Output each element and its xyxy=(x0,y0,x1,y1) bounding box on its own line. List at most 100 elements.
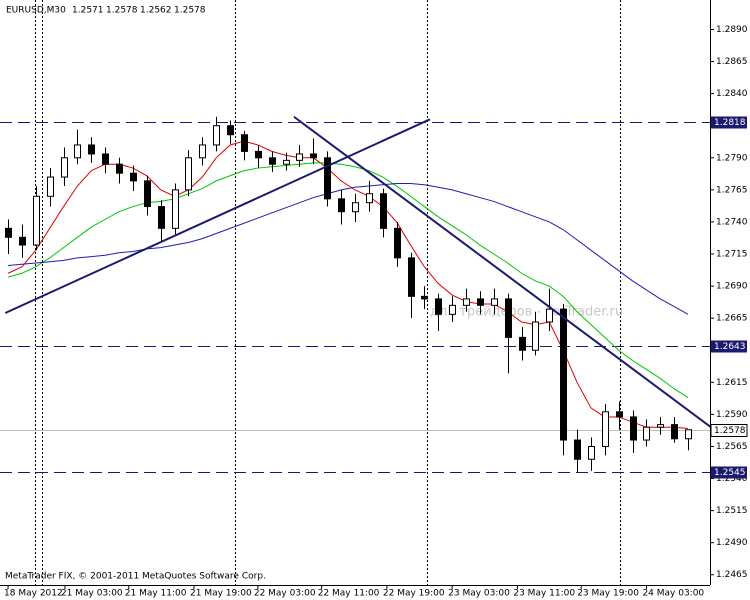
y-tick-label: 1.2590 xyxy=(716,410,748,420)
y-tick-label: 1.2890 xyxy=(716,25,748,35)
candle-body xyxy=(185,157,192,191)
moving-average xyxy=(7,162,689,399)
candle-body xyxy=(449,304,456,315)
candle-body xyxy=(602,411,609,447)
x-tick-label: 23 May 19:00 xyxy=(577,589,639,599)
y-tick-label: 1.2665 xyxy=(716,314,748,324)
candle-body xyxy=(255,150,262,159)
moving-average xyxy=(8,182,689,315)
y-tick-label: 1.2490 xyxy=(716,538,748,548)
candle-body xyxy=(47,176,54,197)
y-tick-label: 1.2865 xyxy=(716,57,748,67)
candle-body xyxy=(283,159,290,165)
candle-body xyxy=(477,298,484,306)
candle-body xyxy=(199,144,206,159)
current-price-bg xyxy=(710,424,748,437)
level-label-bg xyxy=(711,466,747,479)
candle-body xyxy=(463,298,470,306)
candle-body xyxy=(74,144,81,159)
current-price-label: 1.2578 xyxy=(714,426,746,436)
x-tick-label: 23 May 11:00 xyxy=(513,589,575,599)
candle-body xyxy=(352,202,359,213)
candle-body xyxy=(435,298,442,315)
y-tick-label: 1.2790 xyxy=(716,153,748,163)
trend-line xyxy=(293,115,710,428)
candle-body xyxy=(671,424,678,440)
candle-body xyxy=(394,227,401,259)
candle-body xyxy=(310,153,317,159)
candle-body xyxy=(491,298,498,306)
candle-body xyxy=(172,189,179,229)
candle-body xyxy=(269,157,276,165)
level-label-bg xyxy=(711,116,747,129)
candle-body xyxy=(158,206,165,229)
y-tick-label: 1.2615 xyxy=(716,378,748,388)
candle-body xyxy=(560,308,567,441)
y-tick-label: 1.2515 xyxy=(716,506,748,516)
level-label-bg xyxy=(711,340,747,353)
candle-body xyxy=(657,424,664,428)
level-label: 1.2545 xyxy=(714,468,746,478)
y-tick-label: 1.2465 xyxy=(716,570,748,580)
y-tick-label: 1.2715 xyxy=(716,250,748,260)
candle-body xyxy=(102,153,109,165)
y-tick-label: 1.2765 xyxy=(716,185,748,195)
candle-body xyxy=(574,439,581,460)
candle-body xyxy=(588,445,595,460)
y-tick-label: 1.2690 xyxy=(716,282,748,292)
y-tick-label: 1.2840 xyxy=(716,89,748,99)
header-close: 1.2578 xyxy=(174,6,206,16)
candle-body xyxy=(532,321,539,351)
x-tick-label: 24 May 03:00 xyxy=(642,589,704,599)
candle-body xyxy=(144,180,151,208)
candle-body xyxy=(519,336,526,351)
y-tick-label: 1.2540 xyxy=(716,474,748,484)
header-open: 1.2571 xyxy=(72,6,104,16)
x-tick-label: 22 May 11:00 xyxy=(318,589,380,599)
candle-body xyxy=(61,157,68,178)
candle-body xyxy=(380,193,387,229)
candle-body xyxy=(338,198,345,213)
candle-body xyxy=(546,308,553,323)
footer: MetaTrader FIX, © 2001-2011 MetaQuotes S… xyxy=(5,572,266,582)
x-tick-label: 21 May 11:00 xyxy=(125,589,187,599)
x-tick-label: 22 May 03:00 xyxy=(254,589,316,599)
symbol-title: EURUSD,M30 xyxy=(6,6,66,16)
candle-body xyxy=(505,298,512,338)
y-tick-label: 1.2565 xyxy=(716,442,748,452)
candle-body xyxy=(324,157,331,200)
candle-body xyxy=(408,257,415,297)
trend-line xyxy=(4,118,431,314)
candle-body xyxy=(685,429,692,440)
candle-body xyxy=(213,125,220,146)
header-high: 1.2578 xyxy=(106,6,138,16)
candle-body xyxy=(241,134,248,152)
candle-body xyxy=(5,227,12,238)
candle-body xyxy=(421,295,428,300)
candle-body xyxy=(116,163,123,174)
candle-body xyxy=(296,153,303,161)
x-tick-label: 23 May 03:00 xyxy=(448,589,510,599)
candle-body xyxy=(88,144,95,155)
candle-body xyxy=(19,236,26,246)
candle-body xyxy=(130,172,137,182)
y-tick-label: 1.2740 xyxy=(716,217,748,227)
plot xyxy=(0,115,710,473)
header-low: 1.2562 xyxy=(140,6,172,16)
x-tick-label: 21 May 03:00 xyxy=(61,589,123,599)
x-tick-label: 18 May 2012 xyxy=(4,589,63,599)
candle-body xyxy=(630,416,637,441)
candle-body xyxy=(616,411,623,418)
candle-body xyxy=(227,125,234,136)
level-label: 1.2818 xyxy=(714,118,746,128)
period-separators xyxy=(35,0,621,585)
watermark: для трейдеров - ForTrader.ru xyxy=(430,305,623,320)
candle-body xyxy=(643,426,650,441)
x-tick-label: 21 May 19:00 xyxy=(190,589,252,599)
level-label: 1.2643 xyxy=(714,342,746,352)
x-tick-label: 22 May 19:00 xyxy=(383,589,445,599)
candle-body xyxy=(366,193,373,204)
candle-body xyxy=(33,195,40,246)
